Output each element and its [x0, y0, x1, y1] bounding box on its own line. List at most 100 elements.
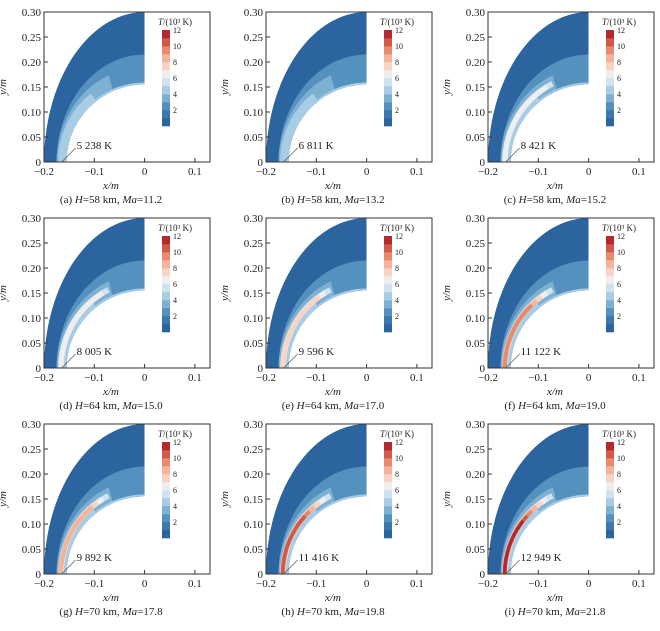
colorbar-swatch — [162, 442, 170, 451]
max-temp-leader — [505, 147, 520, 163]
colorbar-swatch — [384, 62, 392, 71]
colorbar-tick-label: 6 — [395, 74, 399, 83]
colorbar-swatch — [384, 474, 392, 483]
colorbar-tick-label: 2 — [173, 312, 177, 321]
colorbar-swatch — [384, 94, 392, 103]
y-tick-label: 0.05 — [466, 338, 486, 350]
y-tick-label: 0.10 — [244, 107, 264, 119]
y-tick-label: 0.15 — [466, 82, 486, 94]
colorbar-title: T/(10³ K) — [380, 223, 414, 233]
panel-caption: (e) H=64 km, Ma=17.0 — [282, 400, 385, 412]
y-tick-label: 0.30 — [22, 7, 42, 19]
colorbar-tick-label: 4 — [395, 502, 399, 511]
caption-h-var: H — [296, 400, 306, 412]
caption-ma-value: =15.2 — [581, 194, 606, 206]
field-band-hot — [280, 514, 307, 574]
caption-ma-var: Ma — [121, 194, 137, 206]
y-axis-label: y/m — [219, 285, 231, 302]
x-tick-label: −0.1 — [528, 372, 548, 384]
caption-prefix: (c) — [504, 194, 519, 206]
x-tick-label: −0.2 — [34, 372, 54, 384]
colorbar-swatch — [606, 324, 614, 333]
colorbar-swatch — [606, 78, 614, 87]
colorbar-swatch — [606, 458, 614, 467]
colorbar-tick-label: 12 — [173, 26, 181, 35]
y-tick-label: 0 — [36, 363, 42, 375]
field-band-hot — [58, 505, 94, 574]
panel-h: 0 0.05 0.10 0.15 0.20 0.25 0.30 −0.2 −0.1 0 0.1 x/m… — [219, 419, 433, 618]
max-temp-leader — [505, 559, 520, 575]
caption-h-value: =58 km, — [305, 194, 345, 206]
y-tick-label: 0.30 — [22, 419, 42, 431]
colorbar-swatch — [162, 284, 170, 293]
colorbar-tick-label: 10 — [617, 42, 625, 51]
caption-ma-value: =17.0 — [359, 400, 385, 412]
colorbar-unit: /(10³ K) — [607, 223, 636, 233]
colorbar-swatch — [162, 506, 170, 515]
colorbar-swatch — [162, 308, 170, 317]
y-tick-label: 0.05 — [244, 132, 264, 144]
colorbar-swatch — [384, 54, 392, 63]
panel-caption: (b) H=58 km, Ma=13.2 — [281, 194, 384, 206]
colorbar-swatch — [162, 466, 170, 475]
colorbar-swatch — [606, 260, 614, 269]
colorbar-tick-label: 8 — [617, 264, 621, 273]
colorbar-swatch — [162, 522, 170, 531]
y-tick-label: 0.10 — [466, 107, 486, 119]
colorbar-swatch — [606, 498, 614, 507]
x-tick-label: −0.1 — [84, 372, 104, 384]
max-temp-label: 5 238 K — [77, 140, 113, 152]
colorbar-tick-label: 8 — [173, 58, 177, 67]
colorbar-swatch — [162, 236, 170, 245]
caption-ma-var: Ma — [564, 606, 580, 618]
colorbar-swatch — [162, 54, 170, 63]
panel-b: 0 0.05 0.10 0.15 0.20 0.25 0.30 −0.2 −0.1 0 0.1 x/m… — [219, 7, 433, 206]
colorbar-tick-label: 10 — [173, 454, 181, 463]
y-tick-label: 0.30 — [244, 7, 264, 19]
colorbar-tick-label: 10 — [617, 454, 625, 463]
colorbar-swatch — [606, 46, 614, 55]
caption-h-value: =58 km, — [527, 194, 567, 206]
colorbar-swatch — [384, 490, 392, 499]
y-tick-label: 0 — [480, 363, 486, 375]
y-tick-label: 0.20 — [22, 469, 42, 481]
field-band — [500, 54, 589, 162]
colorbar-tick-label: 12 — [173, 438, 181, 447]
caption-h-var: H — [74, 194, 84, 206]
caption-prefix: (g) — [59, 606, 75, 618]
y-tick-label: 0.10 — [466, 313, 486, 325]
x-tick-label: 0 — [586, 578, 592, 590]
y-tick-label: 0.25 — [22, 444, 42, 456]
x-tick-label: 0.1 — [188, 372, 202, 384]
colorbar-swatch — [606, 522, 614, 531]
colorbar-var: T — [602, 223, 608, 233]
colorbar-tick-label: 4 — [173, 90, 177, 99]
colorbar-unit: /(10³ K) — [385, 223, 414, 233]
caption-ma-value: =13.2 — [359, 194, 384, 206]
caption-ma-value: =11.2 — [137, 194, 162, 206]
caption-ma-var: Ma — [343, 194, 359, 206]
colorbar-swatch — [384, 442, 392, 451]
x-tick-label: 0.1 — [410, 166, 424, 178]
colorbar-swatch — [162, 110, 170, 119]
x-axis-label: x/m — [324, 592, 341, 604]
colorbar-swatch — [384, 450, 392, 459]
y-tick-label: 0.10 — [22, 519, 42, 531]
colorbar-swatch — [606, 102, 614, 111]
caption-prefix: (b) — [281, 194, 297, 206]
caption-ma-var: Ma — [565, 194, 581, 206]
x-tick-label: 0.1 — [410, 372, 424, 384]
field-band — [500, 260, 589, 368]
x-tick-label: −0.2 — [478, 372, 498, 384]
x-tick-label: 0 — [142, 578, 148, 590]
max-temp-label: 9 596 K — [299, 346, 335, 358]
colorbar-var: T — [158, 17, 164, 27]
colorbar-swatch — [162, 474, 170, 483]
colorbar-swatch — [384, 70, 392, 79]
colorbar-unit: /(10³ K) — [385, 17, 414, 27]
x-tick-label: −0.2 — [256, 166, 276, 178]
colorbar-tick-label: 8 — [617, 58, 621, 67]
colorbar-tick-label: 10 — [173, 248, 181, 257]
x-axis-label: x/m — [324, 180, 341, 192]
max-temp-leader — [283, 559, 298, 575]
